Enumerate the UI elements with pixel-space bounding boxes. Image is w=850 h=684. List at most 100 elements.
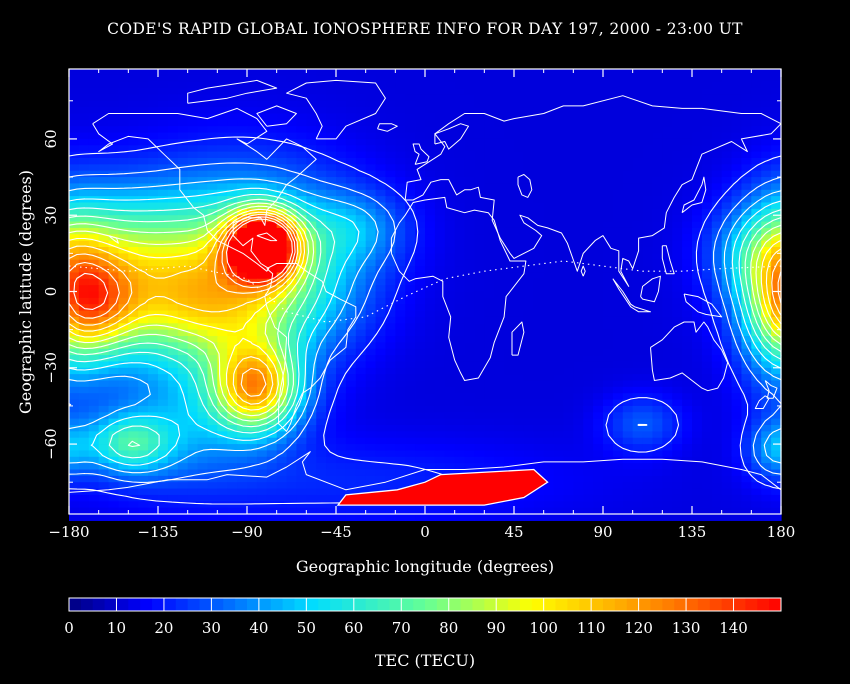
tec-cell [336, 113, 347, 121]
tec-cell [741, 253, 752, 261]
tec-cell [692, 405, 703, 413]
tec-cell [207, 240, 218, 248]
tec-cell [306, 482, 317, 490]
tec-cell [148, 126, 159, 134]
tec-cell [78, 75, 90, 83]
tec-cell [425, 69, 436, 76]
tec-cell [365, 253, 377, 261]
tec-cell [276, 431, 288, 439]
tec-cell [108, 310, 120, 318]
tec-cell [731, 323, 743, 331]
tec-cell [682, 336, 693, 343]
tec-cell [662, 431, 673, 439]
tec-cell [454, 138, 466, 146]
tec-cell [612, 215, 624, 223]
tec-cell [138, 304, 149, 312]
tec-cell [227, 189, 238, 197]
tec-cell [484, 342, 495, 350]
tec-cell [247, 113, 258, 121]
tec-cell [622, 208, 634, 216]
tec-cell [177, 208, 189, 216]
tec-cell [721, 475, 733, 483]
tec-cell [444, 132, 456, 140]
tec-cell [583, 88, 594, 96]
tec-cell [415, 253, 426, 261]
tec-cell [632, 488, 644, 496]
tec-cell [296, 247, 307, 254]
tec-cell [484, 202, 495, 210]
tec-cell [761, 81, 772, 89]
tec-cell [207, 336, 218, 343]
tec-cell [128, 145, 139, 153]
tec-cell [721, 189, 733, 197]
tec-cell [583, 450, 594, 458]
tec-cell [553, 475, 565, 483]
tec-cell [731, 145, 743, 153]
tec-cell [543, 386, 555, 394]
tec-cell [682, 501, 693, 509]
tec-cell [543, 336, 555, 343]
tec-cell [316, 266, 327, 274]
tec-cell [296, 469, 307, 477]
tec-cell [751, 113, 762, 121]
tec-cell [78, 69, 90, 76]
tec-cell [405, 393, 416, 401]
tec-cell [78, 234, 90, 242]
tec-cell [682, 221, 693, 229]
tec-cell [316, 361, 327, 369]
tec-cell [484, 405, 495, 413]
tec-cell [227, 107, 238, 115]
tec-cell [316, 482, 327, 490]
tec-cell [355, 145, 367, 153]
tec-cell [148, 316, 159, 324]
tec-cell [622, 221, 634, 229]
tec-cell [563, 145, 574, 153]
tec-cell [454, 170, 466, 178]
tec-cell [652, 272, 663, 280]
tec-cell [454, 183, 466, 191]
tec-cell [622, 386, 634, 394]
tec-cell [187, 253, 199, 261]
tec-cell [276, 145, 288, 153]
tec-cell [761, 342, 772, 350]
tec-cell [256, 418, 268, 426]
tec-cell [158, 208, 169, 216]
tec-cell [88, 342, 100, 350]
tec-cell [771, 469, 782, 477]
tec-cell [207, 469, 218, 477]
tec-cell [296, 456, 307, 464]
tec-cell [504, 132, 515, 140]
tec-cell [464, 323, 476, 331]
tec-cell [454, 253, 466, 261]
tec-cell [217, 221, 228, 229]
tec-cell [237, 240, 248, 248]
tec-cell [158, 215, 169, 223]
tec-cell [118, 183, 129, 191]
tec-cell [425, 183, 436, 191]
tec-cell [227, 507, 238, 515]
tec-cell [632, 94, 644, 102]
tec-cell [731, 253, 743, 261]
tec-cell [721, 138, 733, 146]
tec-cell [741, 463, 752, 471]
tec-cell [603, 291, 614, 299]
tec-cell [69, 329, 80, 337]
tec-cell [741, 75, 752, 83]
tec-cell [326, 119, 337, 127]
tec-cell [573, 304, 584, 312]
tec-cell [603, 151, 614, 159]
tec-cell [494, 100, 505, 108]
tec-cell [207, 158, 218, 165]
tec-cell [365, 310, 377, 318]
tec-cell [474, 278, 485, 286]
tec-cell [741, 285, 752, 293]
tec-cell [197, 253, 209, 261]
tec-cell [464, 329, 476, 337]
tec-cell [108, 323, 120, 331]
tec-cell [138, 151, 149, 159]
tec-cell [138, 336, 149, 343]
tec-cell [652, 494, 663, 502]
tec-cell [464, 386, 476, 394]
tec-cell [553, 107, 565, 115]
tec-cell [108, 247, 120, 254]
